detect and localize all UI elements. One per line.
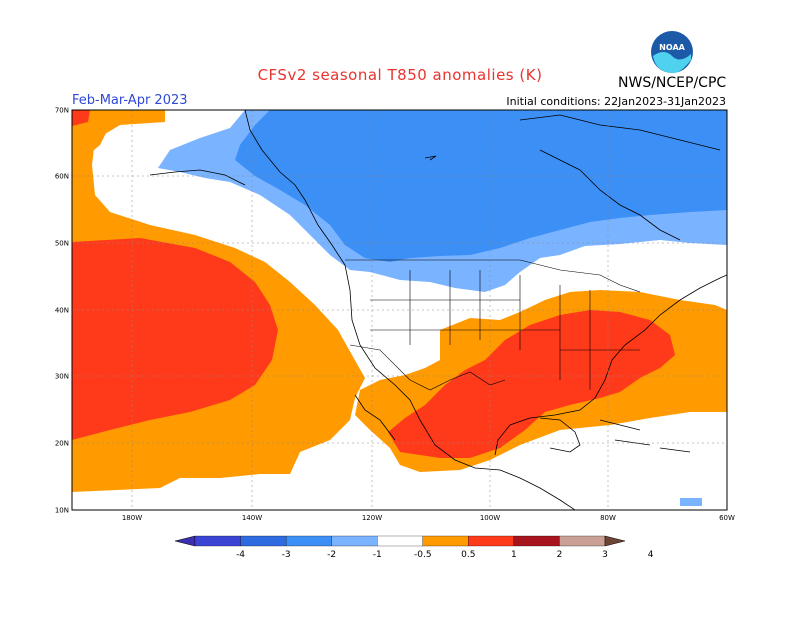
colorbar-segment [194, 535, 241, 547]
longitude-labels: 180W 140W 120W 100W 80W 60W [122, 514, 735, 522]
colorbar-label: -3 [282, 550, 291, 560]
colorbar-label: 1 [511, 550, 517, 560]
longitude-label: 80W [600, 514, 616, 522]
colorbar-label: 3 [602, 550, 608, 560]
colorbar-segment [422, 535, 469, 547]
map-frame [71, 109, 728, 511]
pacific-red-corner [72, 110, 90, 126]
noaa-logo-icon: NOAA [651, 31, 693, 74]
colorbar-segment [559, 535, 606, 547]
initial-conditions: Initial conditions: 22Jan2023-31Jan2023 [506, 95, 726, 108]
colorbar-label: 0.5 [461, 550, 475, 560]
latitude-label: 60N [55, 173, 69, 181]
latitude-labels: 70N 60N 50N 40N 30N 20N 10N [55, 107, 69, 515]
colorbar-label: 2 [557, 550, 563, 560]
colorbar: -4 -3 -2 -1 -0.5 0.5 1 2 3 4 [174, 535, 654, 560]
longitude-label: 120W [362, 514, 382, 522]
latitude-label: 70N [55, 107, 69, 115]
colorbar-label: -1 [373, 550, 382, 560]
pacific-red-region [72, 238, 278, 440]
longitude-label: 100W [480, 514, 500, 522]
northeast-orange-patch [600, 295, 640, 310]
latitude-label: 50N [55, 240, 69, 248]
pacific-northwest-patch [72, 110, 110, 170]
latitude-label: 30N [55, 373, 69, 381]
colorbar-label: -2 [327, 550, 336, 560]
latitude-label: 10N [55, 507, 69, 515]
colorbar-segment [377, 535, 423, 547]
longitude-label: 140W [242, 514, 262, 522]
small-blue-patch [680, 498, 702, 506]
colorbar-label: 4 [648, 550, 654, 560]
map-title: CFSv2 seasonal T850 anomalies (K) [257, 66, 543, 84]
agency-label: NWS/NCEP/CPC [618, 75, 727, 91]
colorbar-label: -4 [236, 550, 245, 560]
coastlines [149, 110, 727, 510]
longitude-label: 60W [719, 514, 735, 522]
colorbar-arrow-left [174, 535, 196, 547]
east-red-region [388, 310, 675, 458]
forecast-period: Feb-Mar-Apr 2023 [72, 93, 188, 108]
colorbar-segment [240, 535, 287, 547]
colorbar-segment [513, 535, 560, 547]
svg-text:NOAA: NOAA [659, 43, 685, 52]
colorbar-label: -0.5 [414, 550, 432, 560]
political-borders [345, 259, 641, 391]
colorbar-segment [285, 535, 332, 547]
colorbar-segment [468, 535, 515, 547]
map-plot-area [72, 110, 727, 510]
longitude-label: 180W [122, 514, 142, 522]
latitude-label: 20N [55, 440, 69, 448]
gridlines [72, 110, 727, 510]
latitude-label: 40N [55, 307, 69, 315]
blue-core-region [235, 110, 727, 262]
colorbar-arrow-right [604, 535, 626, 547]
colorbar-segment [331, 535, 378, 547]
